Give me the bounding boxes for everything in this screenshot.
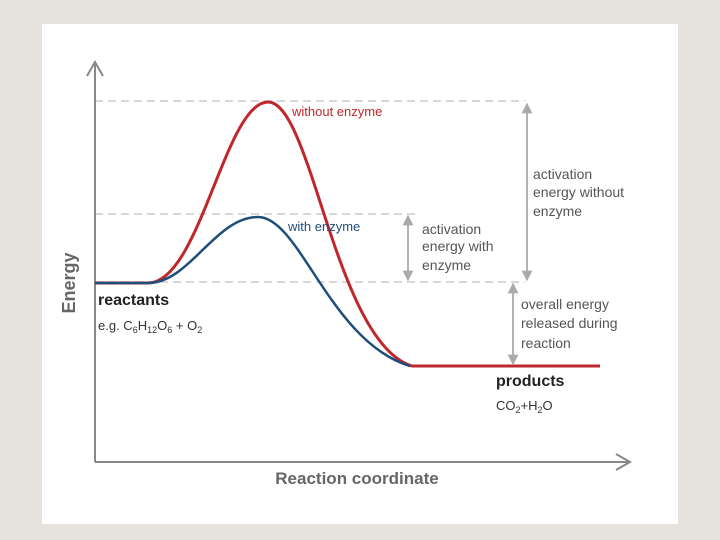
- products-title: products: [496, 373, 565, 390]
- reactants-title: reactants: [98, 292, 169, 309]
- curve-without-enzyme: [95, 100, 600, 368]
- diagram-panel: [42, 24, 678, 524]
- svg-text:activation: activation: [422, 221, 481, 237]
- svg-text:enzyme: enzyme: [422, 257, 471, 273]
- svg-text:reaction: reaction: [521, 335, 571, 351]
- label-without-enzyme: without enzyme: [291, 104, 382, 119]
- svg-text:released during: released during: [521, 315, 618, 331]
- reactants-formula: e.g. C6H12O6 + O2: [98, 318, 202, 335]
- products-formula: CO2+H2O: [496, 398, 553, 415]
- svg-text:energy with: energy with: [422, 238, 494, 254]
- label-with-enzyme: with enzyme: [287, 219, 360, 234]
- x-axis: [95, 453, 633, 471]
- annotation-activation-with: activation energy with enzyme: [422, 221, 494, 273]
- svg-text:energy without: energy without: [533, 184, 624, 200]
- y-axis: [86, 59, 104, 462]
- curve-with-enzyme: [95, 215, 411, 368]
- svg-text:activation: activation: [533, 166, 592, 182]
- x-axis-label: Reaction coordinate: [275, 469, 438, 488]
- svg-text:overall energy: overall energy: [521, 296, 609, 312]
- annotation-activation-without: activation energy without enzyme: [533, 166, 624, 219]
- y-axis-label: Energy: [59, 252, 79, 313]
- annotation-overall-energy: overall energy released during reaction: [521, 296, 618, 351]
- svg-text:enzyme: enzyme: [533, 203, 582, 219]
